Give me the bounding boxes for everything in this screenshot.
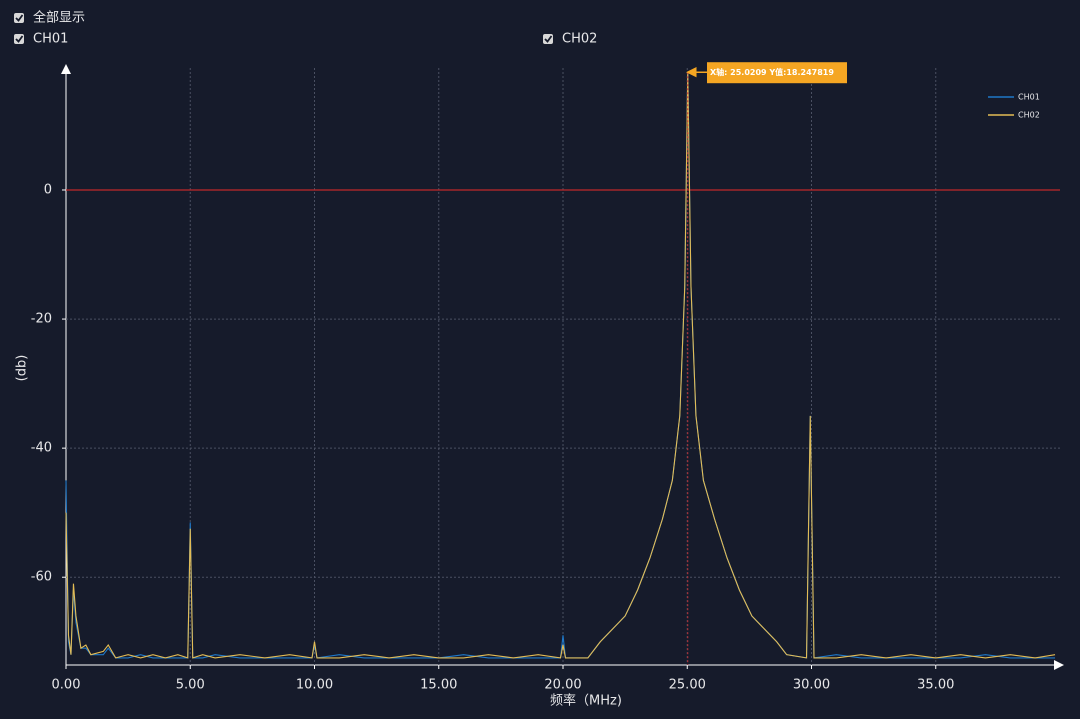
x-tick-label: 5.00 bbox=[176, 678, 205, 693]
checkbox-box bbox=[14, 13, 24, 23]
checkbox-label: 全部显示 bbox=[33, 10, 85, 26]
checkbox[interactable]: 全部显示 bbox=[14, 10, 85, 26]
checkbox-label: CH01 bbox=[33, 32, 68, 47]
checkbox-label: CH02 bbox=[562, 32, 597, 47]
x-axis-label: 频率（MHz) bbox=[550, 693, 622, 709]
x-tick-label: 35.00 bbox=[917, 678, 954, 693]
series-line bbox=[65, 72, 1056, 659]
checkbox-check bbox=[544, 35, 553, 43]
x-tick-label: 0.00 bbox=[52, 678, 81, 693]
legend-label: CH01 bbox=[1018, 93, 1040, 102]
checkbox-check bbox=[15, 14, 24, 22]
y-axis-arrow bbox=[61, 64, 71, 74]
x-tick-label: 30.00 bbox=[793, 678, 830, 693]
y-tick-label: -60 bbox=[31, 570, 52, 585]
y-tick-label: 0 bbox=[44, 182, 52, 197]
x-tick-label: 10.00 bbox=[296, 678, 333, 693]
x-tick-label: 15.00 bbox=[420, 678, 457, 693]
checkbox-box bbox=[14, 34, 24, 44]
y-tick-label: -20 bbox=[31, 312, 52, 327]
checkbox-check bbox=[15, 35, 24, 43]
checkbox-box bbox=[543, 34, 553, 44]
y-axis-label: (db) bbox=[15, 355, 30, 382]
checkbox[interactable]: CH02 bbox=[543, 32, 597, 47]
x-axis-arrow bbox=[1054, 660, 1064, 670]
y-tick-label: -40 bbox=[31, 441, 52, 456]
legend-label: CH02 bbox=[1018, 111, 1040, 120]
annotation-box bbox=[707, 62, 847, 84]
annotation-text: X轴: 25.0209 Y值:18.247819 bbox=[710, 67, 834, 77]
x-tick-label: 20.00 bbox=[544, 678, 581, 693]
checkbox[interactable]: CH01 bbox=[14, 32, 68, 47]
x-tick-label: 25.00 bbox=[669, 678, 706, 693]
annotation-arrow bbox=[686, 66, 708, 78]
